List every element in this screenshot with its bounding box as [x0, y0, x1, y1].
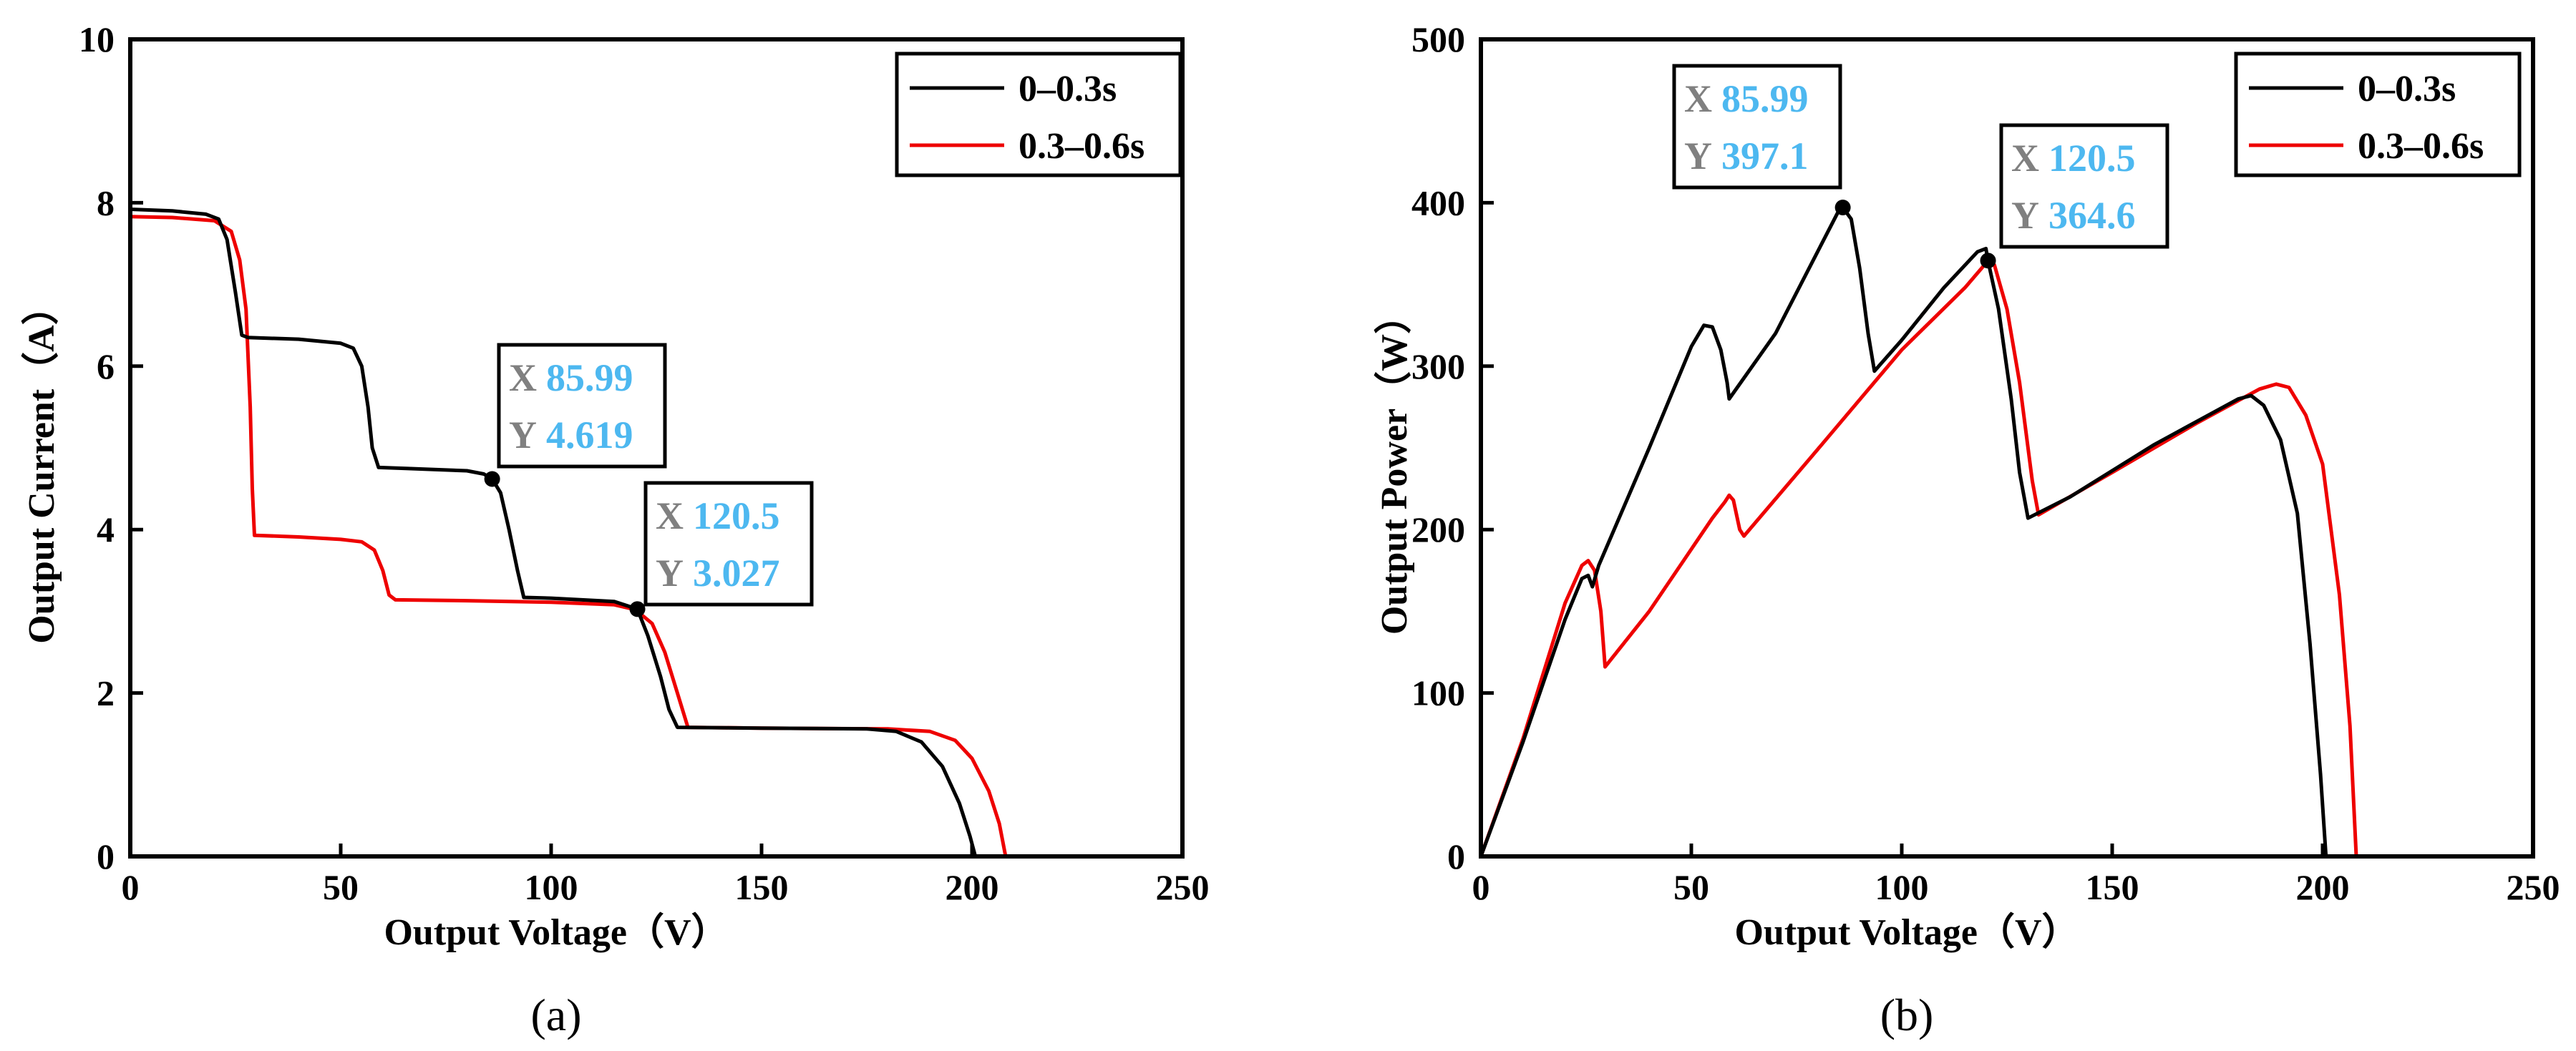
- y-tick-label: 2: [97, 673, 115, 713]
- y-tick-label: 6: [97, 346, 115, 386]
- cursor-y-value: 397.1: [1721, 135, 1809, 177]
- plot-frame: [128, 37, 1185, 859]
- legend: 0–0.3s 0.3–0.6s: [895, 52, 1182, 177]
- y-tick-label: 10: [79, 19, 115, 59]
- cursor-box: [643, 481, 814, 607]
- cursor-y-value: 364.6: [2048, 194, 2136, 237]
- y-tick-label: 500: [1411, 19, 1465, 59]
- legend-box: [2234, 52, 2522, 177]
- x-tick-label: 200: [2296, 867, 2350, 907]
- legend-label: 0–0.3s: [2358, 69, 2456, 109]
- series-line-2: [130, 215, 1008, 857]
- cursor-y-label: Y: [1684, 135, 1712, 177]
- x-tick-label: 0: [1472, 867, 1490, 907]
- series-line-2: [1479, 261, 2358, 857]
- y-tick-label: 100: [1411, 673, 1465, 713]
- annotation-layer: X 85.99Y 397.1 X 120.5Y 364.6: [1672, 64, 2169, 269]
- tick-layer: 0 50 100 150 200 250 0 2 4 6 8 10: [79, 19, 1210, 907]
- cursor-marker: [629, 601, 646, 617]
- y-tick-label: 0: [1447, 836, 1465, 876]
- y-tick-label: 8: [97, 182, 115, 223]
- series-line-1: [1479, 205, 2328, 857]
- legend-box: [895, 52, 1182, 177]
- cursor-y-value: 4.619: [546, 414, 633, 456]
- x-tick-label: 250: [2507, 867, 2560, 907]
- x-axis-label: Output Voltage（V）: [1734, 911, 2079, 953]
- legend-label: 0.3–0.6s: [2358, 126, 2484, 167]
- x-axis-label: Output Voltage（V）: [384, 911, 728, 953]
- series-layer: [130, 207, 1008, 857]
- cursor-x-label: X: [2011, 137, 2039, 180]
- cursor-box: [1672, 64, 1842, 190]
- panel-b: X 85.99Y 397.1 X 120.5Y 364.6 0 50 100 150 200 250…: [1374, 19, 2560, 1040]
- cursor-box: [497, 343, 667, 469]
- panel-label: (b): [1880, 989, 1934, 1040]
- cursor-box: [1999, 123, 2169, 249]
- cursor-y-value: 3.027: [693, 552, 780, 595]
- cursor-y-label: Y: [656, 552, 684, 595]
- plot-frame: [1479, 37, 2535, 859]
- series-line-1: [130, 207, 978, 857]
- y-axis-label: Output Current（A）: [21, 288, 62, 643]
- y-tick-label: 200: [1411, 509, 1465, 549]
- y-tick-label: 300: [1411, 346, 1465, 386]
- x-tick-label: 150: [2086, 867, 2139, 907]
- cursor-y-label: Y: [509, 414, 537, 456]
- series-layer: [1479, 205, 2358, 857]
- x-tick-label: 50: [1673, 867, 1709, 907]
- x-tick-label: 250: [1156, 867, 1210, 907]
- cursor-x-value: 120.5: [2048, 137, 2136, 180]
- cursor-x-value: 85.99: [546, 356, 633, 399]
- y-tick-label: 4: [97, 509, 115, 549]
- x-tick-label: 150: [735, 867, 789, 907]
- x-tick-label: 200: [946, 867, 999, 907]
- y-tick-label: 400: [1411, 182, 1465, 223]
- cursor-marker: [484, 471, 500, 487]
- cursor-x-label: X: [656, 494, 684, 537]
- panel-label: (a): [530, 989, 581, 1040]
- x-tick-label: 50: [323, 867, 359, 907]
- cursor-x-label: X: [1684, 77, 1712, 120]
- tick-layer: 0 50 100 150 200 250 0 100 200 300 400 500: [1411, 19, 2560, 907]
- cursor-marker: [1834, 200, 1851, 216]
- cursor-x-label: X: [509, 356, 537, 399]
- y-tick-label: 0: [97, 836, 115, 876]
- x-tick-label: 100: [1875, 867, 1929, 907]
- legend-label: 0.3–0.6s: [1019, 126, 1144, 167]
- cursor-x-value: 120.5: [693, 494, 780, 537]
- x-tick-label: 0: [122, 867, 140, 907]
- legend: 0–0.3s 0.3–0.6s: [2234, 52, 2522, 177]
- x-tick-label: 100: [525, 867, 578, 907]
- legend-label: 0–0.3s: [1019, 69, 1117, 109]
- y-axis-label: Output Power（W）: [1374, 297, 1415, 635]
- cursor-marker: [1980, 253, 1996, 269]
- cursor-y-label: Y: [2011, 194, 2039, 237]
- cursor-x-value: 85.99: [1721, 77, 1809, 120]
